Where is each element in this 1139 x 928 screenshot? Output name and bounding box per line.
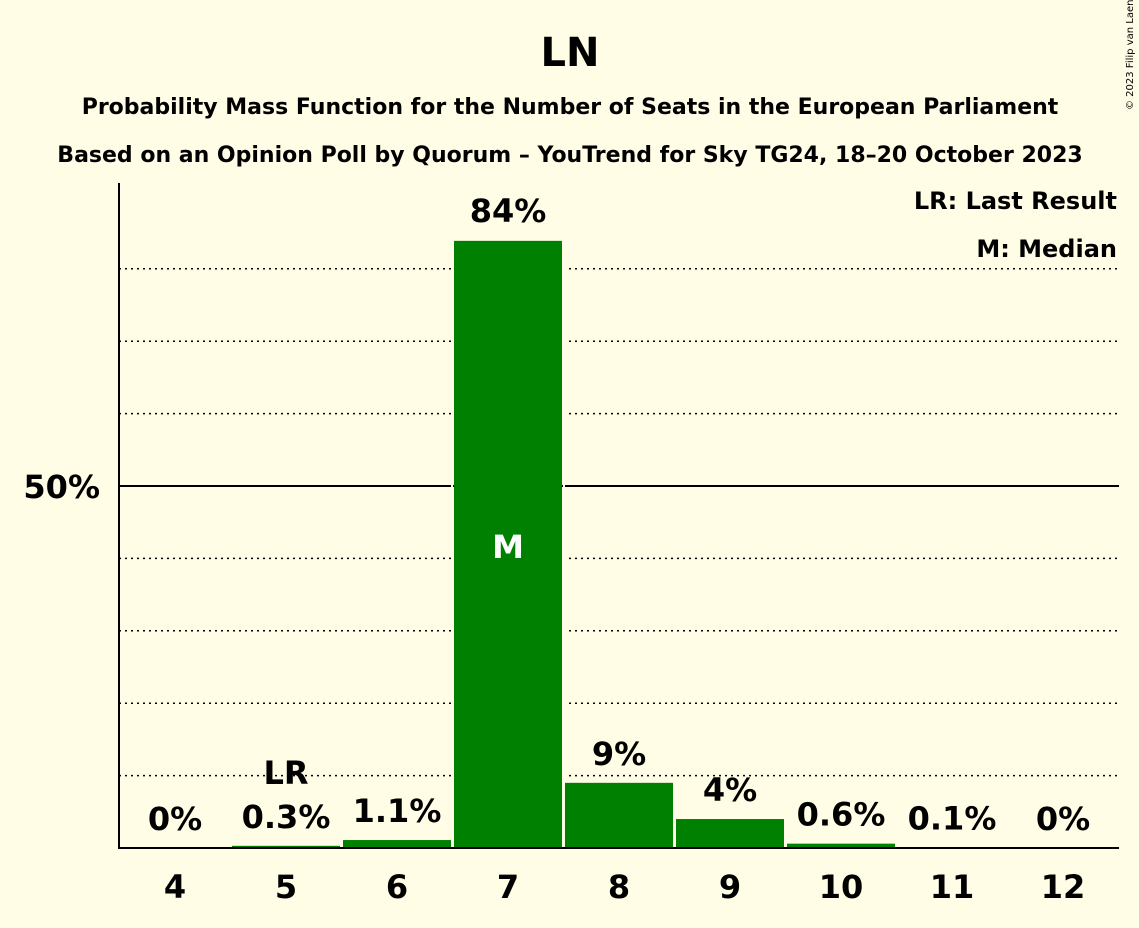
x-tick-label-7: 7 bbox=[497, 868, 519, 906]
value-label-11: 0.1% bbox=[908, 799, 997, 837]
x-tick-label-9: 9 bbox=[719, 868, 741, 906]
data-labels: 0% 0.3% LR 1.1% 84% M 9% 4% 0.6% 0.1% 0% bbox=[148, 192, 1090, 838]
x-tick-label-11: 11 bbox=[930, 868, 975, 906]
bar-10 bbox=[787, 843, 895, 848]
value-label-4: 0% bbox=[148, 800, 202, 838]
x-tick-label-8: 8 bbox=[608, 868, 630, 906]
chart-title: LN bbox=[541, 30, 600, 76]
y-tick-labels: 50% bbox=[23, 468, 100, 506]
x-tick-label-12: 12 bbox=[1041, 868, 1086, 906]
value-label-8: 9% bbox=[592, 735, 646, 773]
median-marker: M bbox=[492, 528, 524, 566]
value-label-9: 4% bbox=[703, 771, 757, 809]
x-tick-label-6: 6 bbox=[386, 868, 408, 906]
bar-5 bbox=[232, 845, 340, 848]
value-label-12: 0% bbox=[1036, 800, 1090, 838]
copyright-text: © 2023 Filip van Laenen bbox=[1125, 0, 1136, 110]
gridlines bbox=[119, 268, 1119, 777]
bars bbox=[232, 238, 1006, 849]
value-label-6: 1.1% bbox=[353, 792, 442, 830]
value-label-10: 0.6% bbox=[797, 796, 886, 834]
x-tick-label-10: 10 bbox=[819, 868, 864, 906]
bar-7 bbox=[454, 239, 562, 849]
x-tick-labels: 4 5 6 7 8 9 10 11 12 bbox=[164, 868, 1085, 906]
last-result-marker: LR bbox=[263, 754, 308, 792]
value-label-7: 84% bbox=[470, 192, 547, 230]
x-tick-label-5: 5 bbox=[275, 868, 297, 906]
legend-median: M: Median bbox=[976, 235, 1117, 263]
legend-last-result: LR: Last Result bbox=[914, 187, 1117, 215]
bar-9 bbox=[676, 819, 784, 848]
x-tick-label-4: 4 bbox=[164, 868, 186, 906]
bar-8 bbox=[565, 782, 673, 848]
y-tick-label: 50% bbox=[23, 468, 100, 506]
value-label-5: 0.3% bbox=[242, 798, 331, 836]
chart-subtitle-2: Based on an Opinion Poll by Quorum – You… bbox=[57, 143, 1082, 168]
chart-subtitle: Probability Mass Function for the Number… bbox=[82, 95, 1059, 120]
bar-6 bbox=[343, 840, 451, 848]
